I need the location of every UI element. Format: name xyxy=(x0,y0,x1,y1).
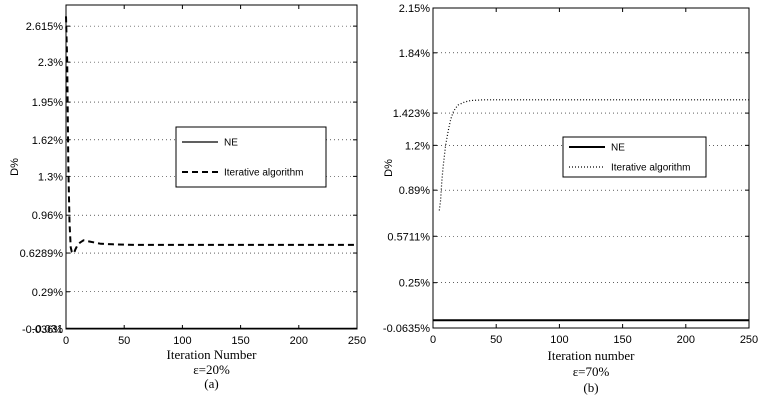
x-tick-label: 100 xyxy=(550,334,568,346)
y-tick-label: 1.2% xyxy=(405,140,430,152)
y-tick-label: 1.62% xyxy=(32,135,63,147)
x-tick-label: 150 xyxy=(231,335,249,347)
y-tick-label: -0.031 xyxy=(32,323,63,335)
legend-label: NE xyxy=(611,143,625,154)
plot-area-frame xyxy=(432,7,750,329)
legend-box xyxy=(562,136,707,178)
y-tick-label: 0.6289% xyxy=(20,248,64,260)
subcaption: ε=20% xyxy=(193,362,230,377)
legend: NE Iterative algorithm xyxy=(175,126,327,188)
y-tick-label: 2.3% xyxy=(38,57,63,69)
x-tick-label: 50 xyxy=(118,335,130,347)
x-tick-label: 150 xyxy=(613,334,631,346)
y-tick-label: -0.0635% xyxy=(383,323,430,335)
subcaption: ε=70% xyxy=(573,364,610,379)
x-tick-label: 250 xyxy=(348,335,366,347)
y-tick-label: 2.615% xyxy=(26,21,64,33)
legend-label: Iterative algorithm xyxy=(611,163,690,174)
y-tick-label: -0.036% xyxy=(22,324,63,336)
x-tick-label: 50 xyxy=(490,334,502,346)
panel-label: (a) xyxy=(204,376,218,391)
legend: NE Iterative algorithm xyxy=(562,136,707,178)
y-tick-label: 0.25% xyxy=(399,278,430,290)
y-tick-label: 1.3% xyxy=(38,171,63,183)
y-tick-label: 0.5711% xyxy=(387,231,430,243)
x-axis-label: Iteration Number xyxy=(167,347,258,362)
y-tick-label: 0.29% xyxy=(32,287,63,299)
panel-label: (b) xyxy=(583,380,598,395)
x-tick-label: 0 xyxy=(430,334,436,346)
x-tick-label: 200 xyxy=(677,334,695,346)
y-tick-label: 1.423% xyxy=(393,108,431,120)
x-tick-label: 250 xyxy=(740,334,758,346)
x-tick-label: 100 xyxy=(173,335,191,347)
x-tick-label: 0 xyxy=(63,335,69,347)
y-axis-label: D% xyxy=(9,158,21,176)
y-tick-label: 2.15% xyxy=(399,3,430,15)
legend-label: Iterative algorithm xyxy=(224,168,303,179)
y-tick-label: 0.89% xyxy=(399,185,430,197)
x-tick-label: 200 xyxy=(290,335,308,347)
chart-panel-1: -0.0635% 0.25% 0.5711% 0.89% 1.2% 1.423% 1.84%… xyxy=(383,3,758,395)
x-axis-label: Iteration number xyxy=(548,348,636,363)
legend-box xyxy=(175,126,327,188)
chart-panel-0: -0.036%-0.031 0.29% 0.6289% 0.96% 1.3% 1.62% 1… xyxy=(9,4,366,391)
y-tick-label: 1.95% xyxy=(32,97,63,109)
y-axis-label: D% xyxy=(383,159,395,177)
y-tick-label: 0.96% xyxy=(32,210,63,222)
legend-label: NE xyxy=(224,138,238,149)
y-tick-label: 1.84% xyxy=(399,48,430,60)
plot-area-frame xyxy=(65,4,358,330)
